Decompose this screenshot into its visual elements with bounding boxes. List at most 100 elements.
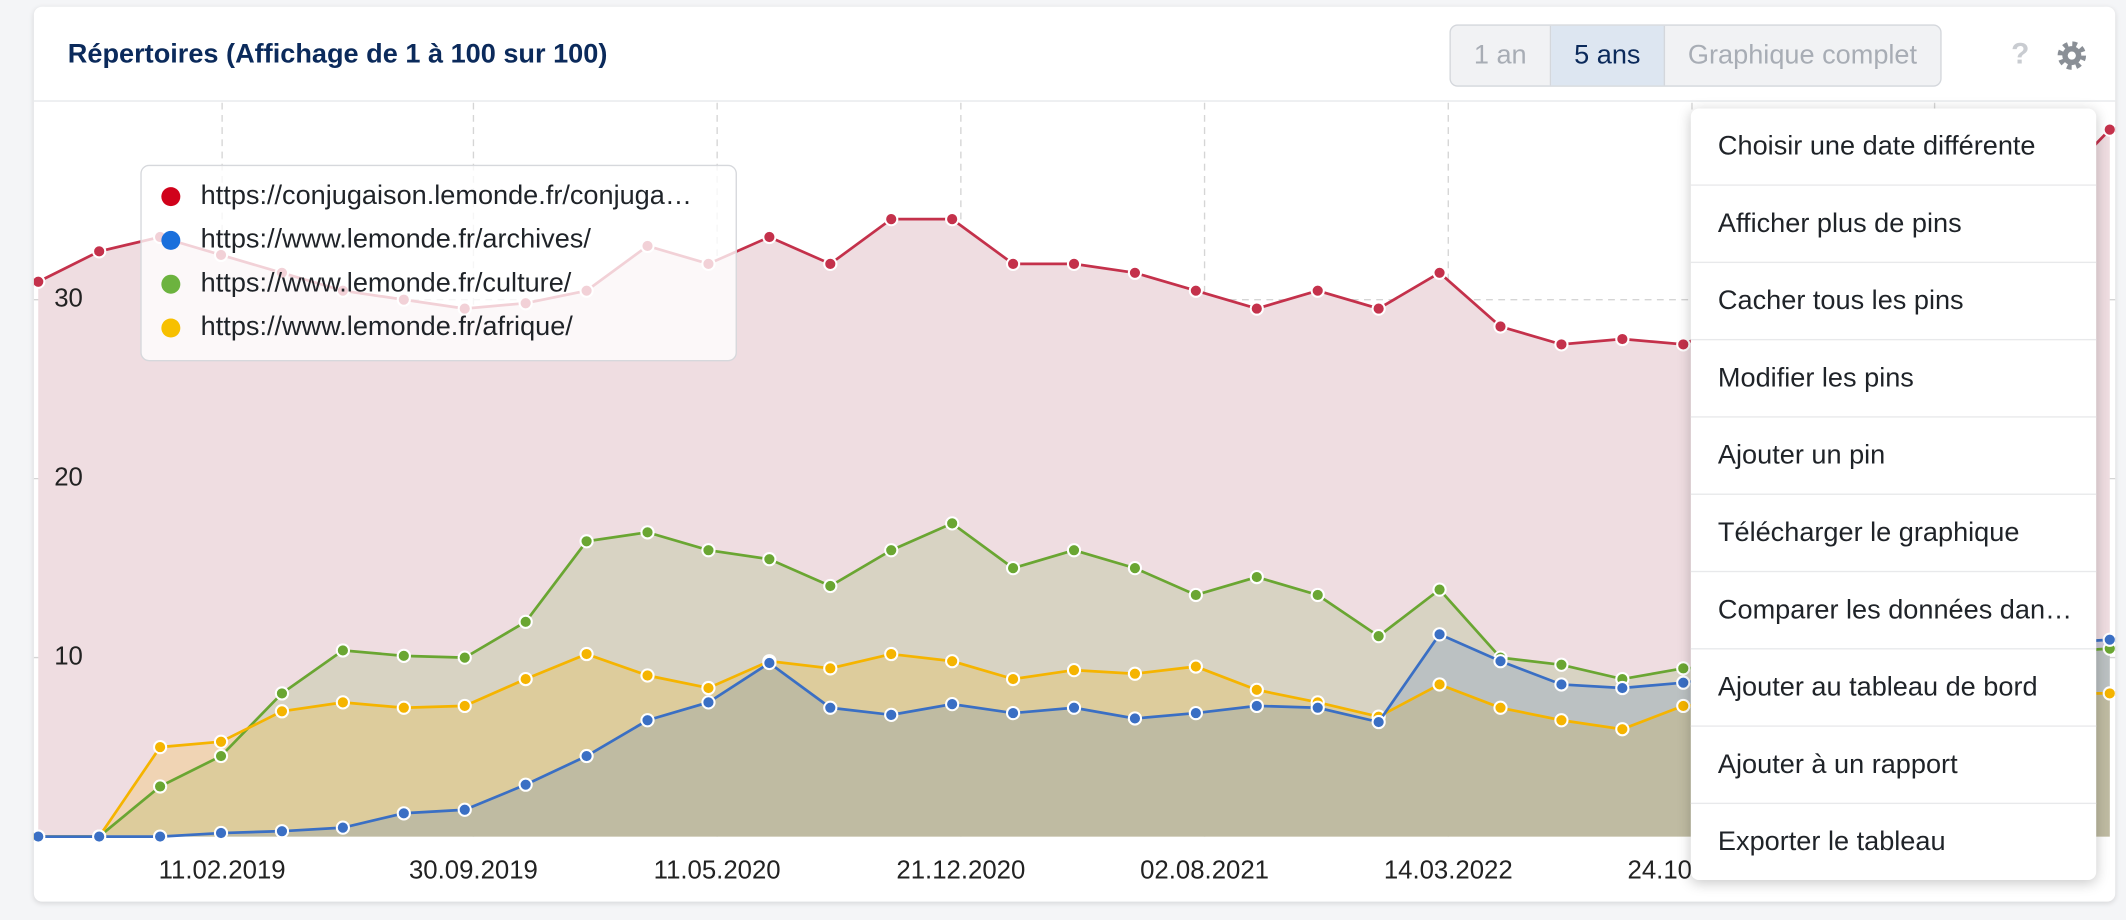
data-point bbox=[274, 704, 290, 719]
legend-label: https://www.lemonde.fr/afrique/ bbox=[201, 310, 574, 341]
data-point bbox=[640, 713, 655, 728]
data-point bbox=[1615, 722, 1630, 737]
data-point bbox=[579, 534, 594, 549]
data-point bbox=[518, 671, 533, 687]
menu-item[interactable]: Cacher tous les pins bbox=[1690, 263, 2097, 341]
data-point bbox=[1127, 666, 1143, 681]
data-point bbox=[884, 543, 899, 558]
data-point bbox=[152, 829, 168, 844]
data-point bbox=[1432, 582, 1447, 597]
data-point bbox=[1127, 711, 1143, 726]
data-point bbox=[1432, 265, 1447, 280]
data-point bbox=[213, 748, 229, 764]
data-point bbox=[1676, 675, 1691, 690]
settings-icon[interactable] bbox=[2057, 41, 2087, 70]
data-point bbox=[213, 825, 229, 841]
data-point bbox=[1310, 700, 1325, 715]
data-point bbox=[1188, 587, 1203, 603]
data-point bbox=[1493, 700, 1508, 715]
menu-item[interactable]: Exporter le tableau bbox=[1717, 827, 1946, 857]
data-point bbox=[762, 229, 777, 245]
range-buttons: 1 an 5 ans Graphique complet bbox=[1449, 24, 1942, 87]
data-point bbox=[1127, 561, 1143, 576]
data-point bbox=[701, 680, 716, 696]
range-button[interactable]: Graphique complet bbox=[1687, 40, 1918, 71]
menu-item[interactable]: Afficher plus de pins bbox=[1690, 186, 2097, 264]
menu-item[interactable]: Télécharger le graphique bbox=[1690, 495, 2097, 573]
data-point bbox=[579, 646, 594, 662]
data-point bbox=[457, 650, 472, 665]
x-tick-label: 11.05.2020 bbox=[654, 857, 781, 885]
data-point bbox=[1249, 682, 1264, 697]
data-point bbox=[396, 806, 411, 821]
range-button[interactable]: 5 ans bbox=[1551, 25, 1665, 86]
data-point bbox=[1493, 654, 1508, 669]
data-point bbox=[701, 543, 716, 558]
data-point bbox=[457, 698, 472, 714]
x-tick-label: 14.03.2022 bbox=[1384, 857, 1513, 885]
legend-label: https://www.lemonde.fr/culture/ bbox=[201, 266, 572, 297]
data-point bbox=[945, 211, 960, 227]
menu-item[interactable]: Choisir une date différente bbox=[1690, 108, 2097, 186]
range-button[interactable]: 1 an bbox=[1451, 25, 1552, 86]
data-point bbox=[1615, 331, 1630, 347]
data-point bbox=[1371, 301, 1386, 316]
data-point bbox=[1676, 698, 1691, 714]
data-point bbox=[945, 516, 960, 531]
y-tick-label: 10 bbox=[54, 642, 83, 670]
data-point bbox=[335, 695, 351, 710]
header-divider bbox=[33, 100, 2116, 102]
data-point bbox=[1005, 256, 1021, 271]
data-point bbox=[2102, 632, 2116, 647]
data-point bbox=[579, 748, 594, 764]
y-tick-label: 20 bbox=[54, 463, 83, 491]
data-point bbox=[762, 655, 777, 671]
data-point bbox=[640, 525, 655, 540]
data-point bbox=[823, 661, 838, 676]
menu-item[interactable]: Ajouter au tableau de bord bbox=[1690, 649, 2097, 727]
area-fill bbox=[38, 654, 2110, 837]
legend-label: https://conjugaison.lemonde.fr/conjuga… bbox=[201, 179, 692, 210]
data-point bbox=[518, 777, 533, 792]
data-point bbox=[33, 274, 46, 289]
data-point bbox=[274, 686, 290, 701]
data-point bbox=[1554, 657, 1569, 672]
data-point bbox=[945, 654, 960, 669]
data-point bbox=[823, 256, 838, 271]
card-title: Répertoires (Affichage de 1 à 100 sur 10… bbox=[67, 39, 608, 70]
x-tick-label: 30.09.2019 bbox=[409, 857, 538, 885]
legend-marker bbox=[161, 230, 181, 250]
data-point bbox=[152, 739, 168, 755]
x-tick-label: 02.08.2021 bbox=[1140, 857, 1269, 885]
data-point bbox=[1676, 661, 1691, 676]
data-point bbox=[33, 829, 46, 844]
data-point bbox=[1615, 680, 1630, 696]
data-point bbox=[1432, 627, 1447, 642]
legend-box bbox=[140, 164, 737, 362]
data-point bbox=[823, 578, 838, 594]
data-point bbox=[457, 802, 472, 817]
data-point bbox=[1249, 569, 1264, 585]
data-point bbox=[640, 668, 655, 683]
data-point bbox=[1066, 700, 1082, 715]
menu-item[interactable]: Modifier les pins bbox=[1690, 340, 2097, 418]
data-point bbox=[1066, 256, 1082, 271]
menu-item[interactable]: Comparer les données dan… bbox=[1690, 572, 2097, 650]
help-icon[interactable]: ? bbox=[2011, 37, 2029, 70]
data-point bbox=[1005, 561, 1021, 576]
data-point bbox=[1676, 337, 1691, 352]
context-menu: Choisir une date différente Afficher plus… bbox=[1690, 108, 2097, 880]
data-point bbox=[396, 648, 411, 663]
legend-marker bbox=[161, 318, 181, 338]
data-point bbox=[1432, 677, 1447, 692]
menu-item[interactable]: Ajouter à un rapport bbox=[1690, 727, 2097, 805]
data-point bbox=[1188, 283, 1203, 298]
data-point bbox=[823, 700, 838, 715]
data-point bbox=[1188, 705, 1203, 721]
data-point bbox=[1188, 659, 1203, 674]
data-point bbox=[152, 779, 168, 794]
menu-item[interactable]: Ajouter un pin bbox=[1690, 418, 2097, 495]
